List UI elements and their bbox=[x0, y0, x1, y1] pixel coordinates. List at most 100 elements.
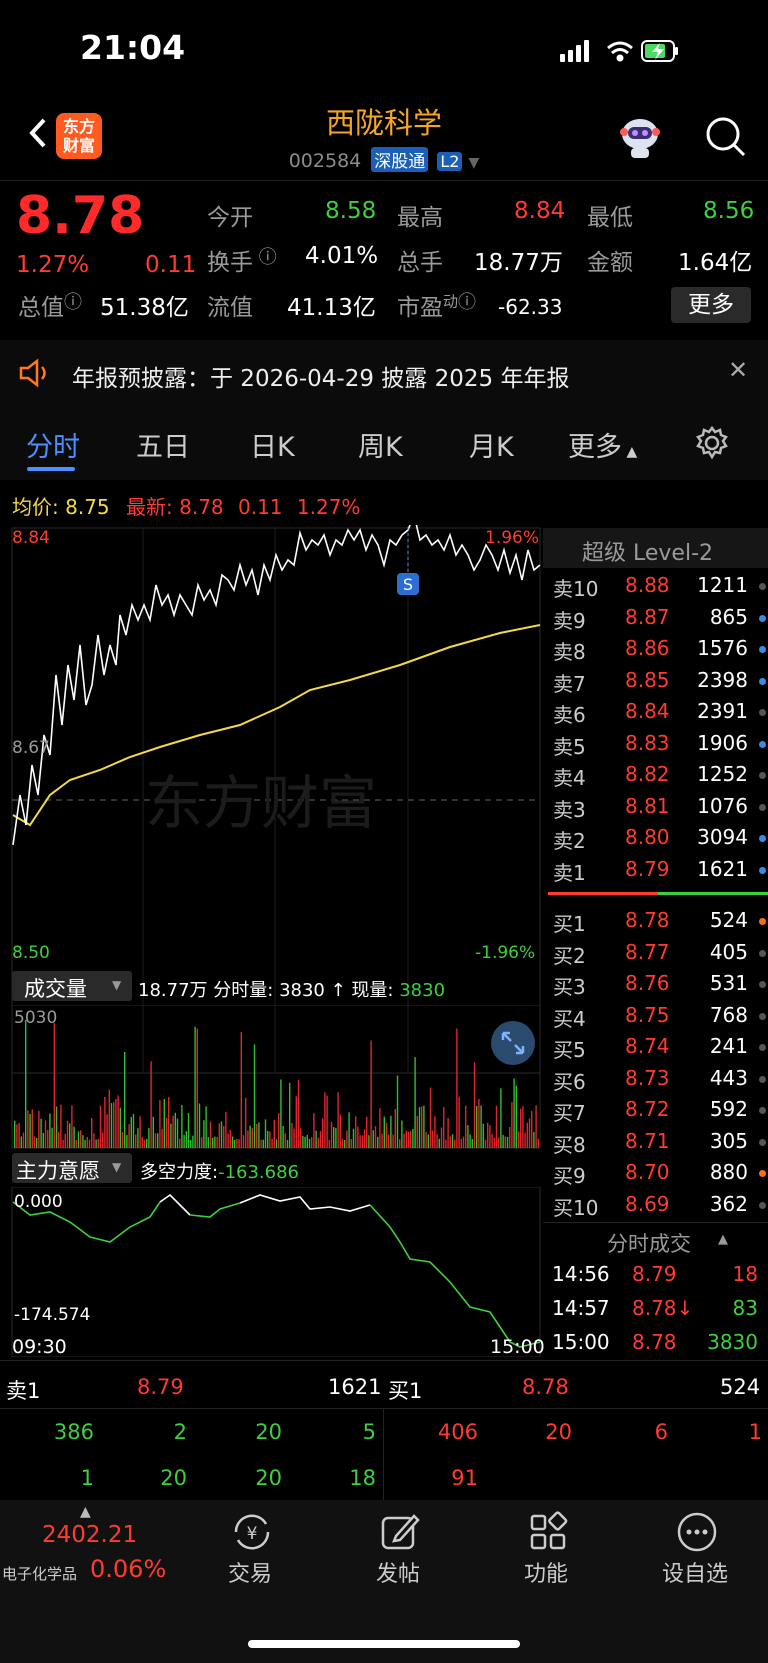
robot-assistant-icon[interactable] bbox=[615, 112, 665, 162]
orderbook-sell-row[interactable]: 卖8 8.86 1576 bbox=[548, 636, 768, 667]
orderbook-buy-row[interactable]: 买1 8.78 524 bbox=[548, 908, 768, 939]
y-axis-top: 8.84 bbox=[12, 528, 50, 548]
volume-bar bbox=[315, 1130, 317, 1148]
expand-icon[interactable] bbox=[490, 1020, 536, 1066]
volume-bar bbox=[429, 1087, 432, 1148]
orderbook-sell-row[interactable]: 卖7 8.85 2398 bbox=[548, 668, 768, 699]
announcement-bar[interactable] bbox=[0, 340, 768, 410]
function-icon[interactable] bbox=[526, 1510, 570, 1554]
index-pct[interactable]: 0.06% bbox=[90, 1555, 167, 1583]
orderbook-buy-row[interactable]: 买9 8.70 880 bbox=[548, 1160, 768, 1191]
volume-bar bbox=[370, 1040, 372, 1148]
orderbook-buy-row[interactable]: 买3 8.76 531 bbox=[548, 971, 768, 1002]
more-button[interactable]: 更多 bbox=[671, 287, 751, 323]
force-chart[interactable] bbox=[0, 1187, 545, 1357]
orderbook-sell-row[interactable]: 卖10 8.88 1211 bbox=[548, 573, 768, 604]
volume-bar bbox=[509, 1127, 511, 1148]
orderbook-buy-row[interactable]: 买10 8.69 362 bbox=[548, 1192, 768, 1223]
back-icon[interactable] bbox=[18, 108, 58, 158]
tab-five-day[interactable]: 五日 bbox=[136, 432, 190, 463]
orderbook-sell-row[interactable]: 卖6 8.84 2391 bbox=[548, 699, 768, 730]
nav-post[interactable]: 发帖 bbox=[375, 1562, 420, 1587]
volume-bar bbox=[269, 1131, 271, 1148]
volume-bar bbox=[174, 1112, 176, 1148]
volume-bar bbox=[216, 1137, 218, 1148]
orderbook-level-label: 买10 bbox=[553, 1195, 599, 1220]
volume-bar bbox=[205, 1106, 207, 1148]
gear-icon[interactable] bbox=[694, 425, 730, 461]
queue-order: 91 bbox=[451, 1466, 478, 1490]
orderbook-sell-row[interactable]: 卖9 8.87 865 bbox=[548, 605, 768, 636]
orderbook-price: 8.80 bbox=[625, 825, 670, 849]
intraday-price-chart[interactable]: 东方财富 S bbox=[0, 525, 545, 1080]
volume-bar bbox=[234, 1140, 236, 1148]
stock-name[interactable]: 西陇科学 bbox=[325, 106, 442, 140]
volume-bar bbox=[313, 1113, 315, 1148]
index-name[interactable]: 电子化学品 bbox=[2, 1565, 78, 1583]
volume-bar bbox=[245, 1098, 247, 1148]
tab-weekly-k[interactable]: 周K bbox=[358, 432, 403, 463]
orderbook-sell-row[interactable]: 卖3 8.81 1076 bbox=[548, 794, 768, 825]
ticks-title[interactable]: 分时成交 bbox=[607, 1232, 691, 1256]
volume-bar bbox=[388, 1134, 390, 1148]
tab-more[interactable]: 更多 ▲ bbox=[568, 432, 638, 463]
orderbook-buy-row[interactable]: 买7 8.72 592 bbox=[548, 1097, 768, 1128]
caret-up-icon[interactable]: ▲ bbox=[80, 1504, 91, 1520]
volume-bar bbox=[374, 1126, 377, 1148]
close-icon[interactable]: ✕ bbox=[728, 356, 749, 384]
orderbook-sell-row[interactable]: 卖4 8.82 1252 bbox=[548, 762, 768, 793]
tab-monthly-k[interactable]: 月K bbox=[469, 432, 514, 463]
queue-order: 20 bbox=[160, 1466, 187, 1490]
volume-bar bbox=[58, 1131, 60, 1148]
volume-bar bbox=[271, 1138, 273, 1148]
volume-bar bbox=[135, 1134, 137, 1148]
avg-price-line bbox=[12, 624, 541, 827]
volume-bar bbox=[165, 1117, 168, 1148]
orderbook-level-label: 买6 bbox=[553, 1069, 586, 1094]
tab-daily-k[interactable]: 日K bbox=[250, 432, 295, 463]
orderbook-sell-row[interactable]: 卖1 8.79 1621 bbox=[548, 857, 768, 888]
force-indicator-select[interactable] bbox=[12, 1153, 132, 1183]
volume-bar bbox=[308, 1138, 311, 1148]
orderbook-sell-row[interactable]: 卖2 8.80 3094 bbox=[548, 825, 768, 856]
force-strength: 多空力度:-163.686 bbox=[140, 1162, 300, 1183]
volume-bar bbox=[47, 1130, 49, 1148]
volume-bar bbox=[284, 1133, 286, 1148]
nav-trade[interactable]: 交易 bbox=[227, 1562, 272, 1587]
post-icon[interactable] bbox=[378, 1510, 422, 1554]
volume-bar bbox=[471, 1139, 473, 1148]
watchlist-icon[interactable] bbox=[675, 1510, 719, 1554]
volume-bar bbox=[139, 1116, 141, 1148]
high-value: 8.84 bbox=[514, 198, 566, 224]
orderbook-buy-row[interactable]: 买4 8.75 768 bbox=[548, 1003, 768, 1034]
orderbook-sell-row[interactable]: 卖5 8.83 1906 bbox=[548, 731, 768, 762]
index-value[interactable]: 2402.21 bbox=[42, 1522, 138, 1548]
stock-code-row[interactable]: 002584 深股通 L2 ▼ bbox=[0, 147, 768, 172]
caret-up-icon: ▲ bbox=[718, 1232, 728, 1247]
volume-label: 成交量 bbox=[24, 977, 87, 1001]
speaker-icon bbox=[19, 358, 46, 388]
info-icon: ⓘ bbox=[458, 292, 477, 313]
orderbook-price: 8.84 bbox=[625, 699, 670, 723]
watermark: 东方财富 bbox=[145, 769, 377, 837]
orderbook-dot bbox=[759, 918, 766, 925]
orderbook-buy-row[interactable]: 买8 8.71 305 bbox=[548, 1129, 768, 1160]
nav-function[interactable]: 功能 bbox=[523, 1562, 568, 1587]
volume-bar bbox=[319, 1131, 322, 1148]
volume-bar bbox=[194, 1026, 196, 1148]
nav-watchlist[interactable]: 设自选 bbox=[661, 1562, 728, 1587]
orderbook-buy-row[interactable]: 买5 8.74 241 bbox=[548, 1034, 768, 1065]
volume-chart[interactable] bbox=[0, 1005, 545, 1150]
volume-bar bbox=[82, 1135, 84, 1148]
volume-indicator-select[interactable] bbox=[12, 971, 132, 1001]
search-icon[interactable] bbox=[703, 114, 747, 158]
open-label: 今开 bbox=[207, 205, 253, 231]
tab-intraday[interactable]: 分时 bbox=[26, 432, 80, 463]
orderbook-buy-row[interactable]: 买2 8.77 405 bbox=[548, 940, 768, 971]
trade-icon[interactable]: ¥ bbox=[230, 1510, 274, 1554]
volume-bar bbox=[229, 1129, 231, 1148]
orderbook-level-label: 买4 bbox=[553, 1006, 586, 1031]
orderbook-buy-row[interactable]: 买6 8.73 443 bbox=[548, 1066, 768, 1097]
y-axis-bottom: 8.50 bbox=[12, 943, 50, 963]
volume-bar bbox=[267, 1131, 269, 1148]
